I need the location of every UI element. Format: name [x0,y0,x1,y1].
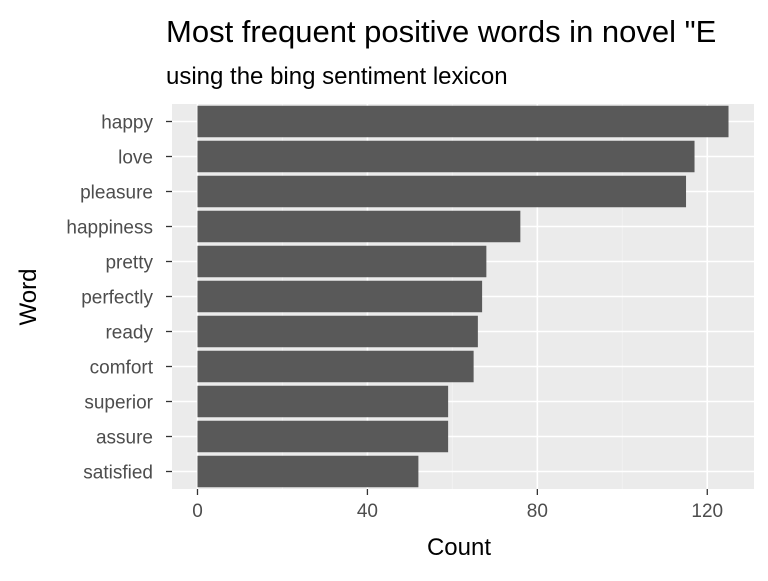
y-tick-label: happy [101,113,153,134]
bar-comfort [197,350,474,383]
y-tick-label: happiness [66,218,153,239]
x-tick-label: 0 [192,501,203,522]
x-tick-label: 40 [357,501,378,522]
bar-pleasure [197,175,687,208]
y-tick-label: pleasure [80,183,153,204]
bar-superior [197,385,449,418]
x-axis: 0 40 80 120 [192,489,723,522]
y-tick-label: comfort [90,358,154,379]
y-tick-label: assure [96,428,153,449]
bars [197,105,729,488]
y-tick-label: love [118,148,153,169]
bar-satisfied [197,455,419,488]
y-tick-label: satisfied [83,463,153,484]
bar-happiness [197,210,521,243]
bar-happy [197,105,729,138]
y-tick-label: ready [105,323,153,344]
chart-subtitle: using the bing sentiment lexicon [166,63,508,90]
y-tick-label: pretty [105,253,153,274]
y-tick-label: perfectly [81,288,153,309]
bar-love [197,140,695,173]
bar-assure [197,420,449,453]
bar-pretty [197,245,487,278]
y-axis-title: Word [15,269,42,326]
bar-ready [197,315,478,348]
x-tick-label: 80 [527,501,548,522]
chart-title: Most frequent positive words in novel "E [166,14,716,49]
bar-perfectly [197,280,483,313]
y-tick-label: superior [84,393,153,414]
x-tick-label: 120 [691,501,723,522]
x-axis-title: Count [427,534,491,561]
y-axis: happy love pleasure happiness pretty perfectl… [66,113,172,484]
